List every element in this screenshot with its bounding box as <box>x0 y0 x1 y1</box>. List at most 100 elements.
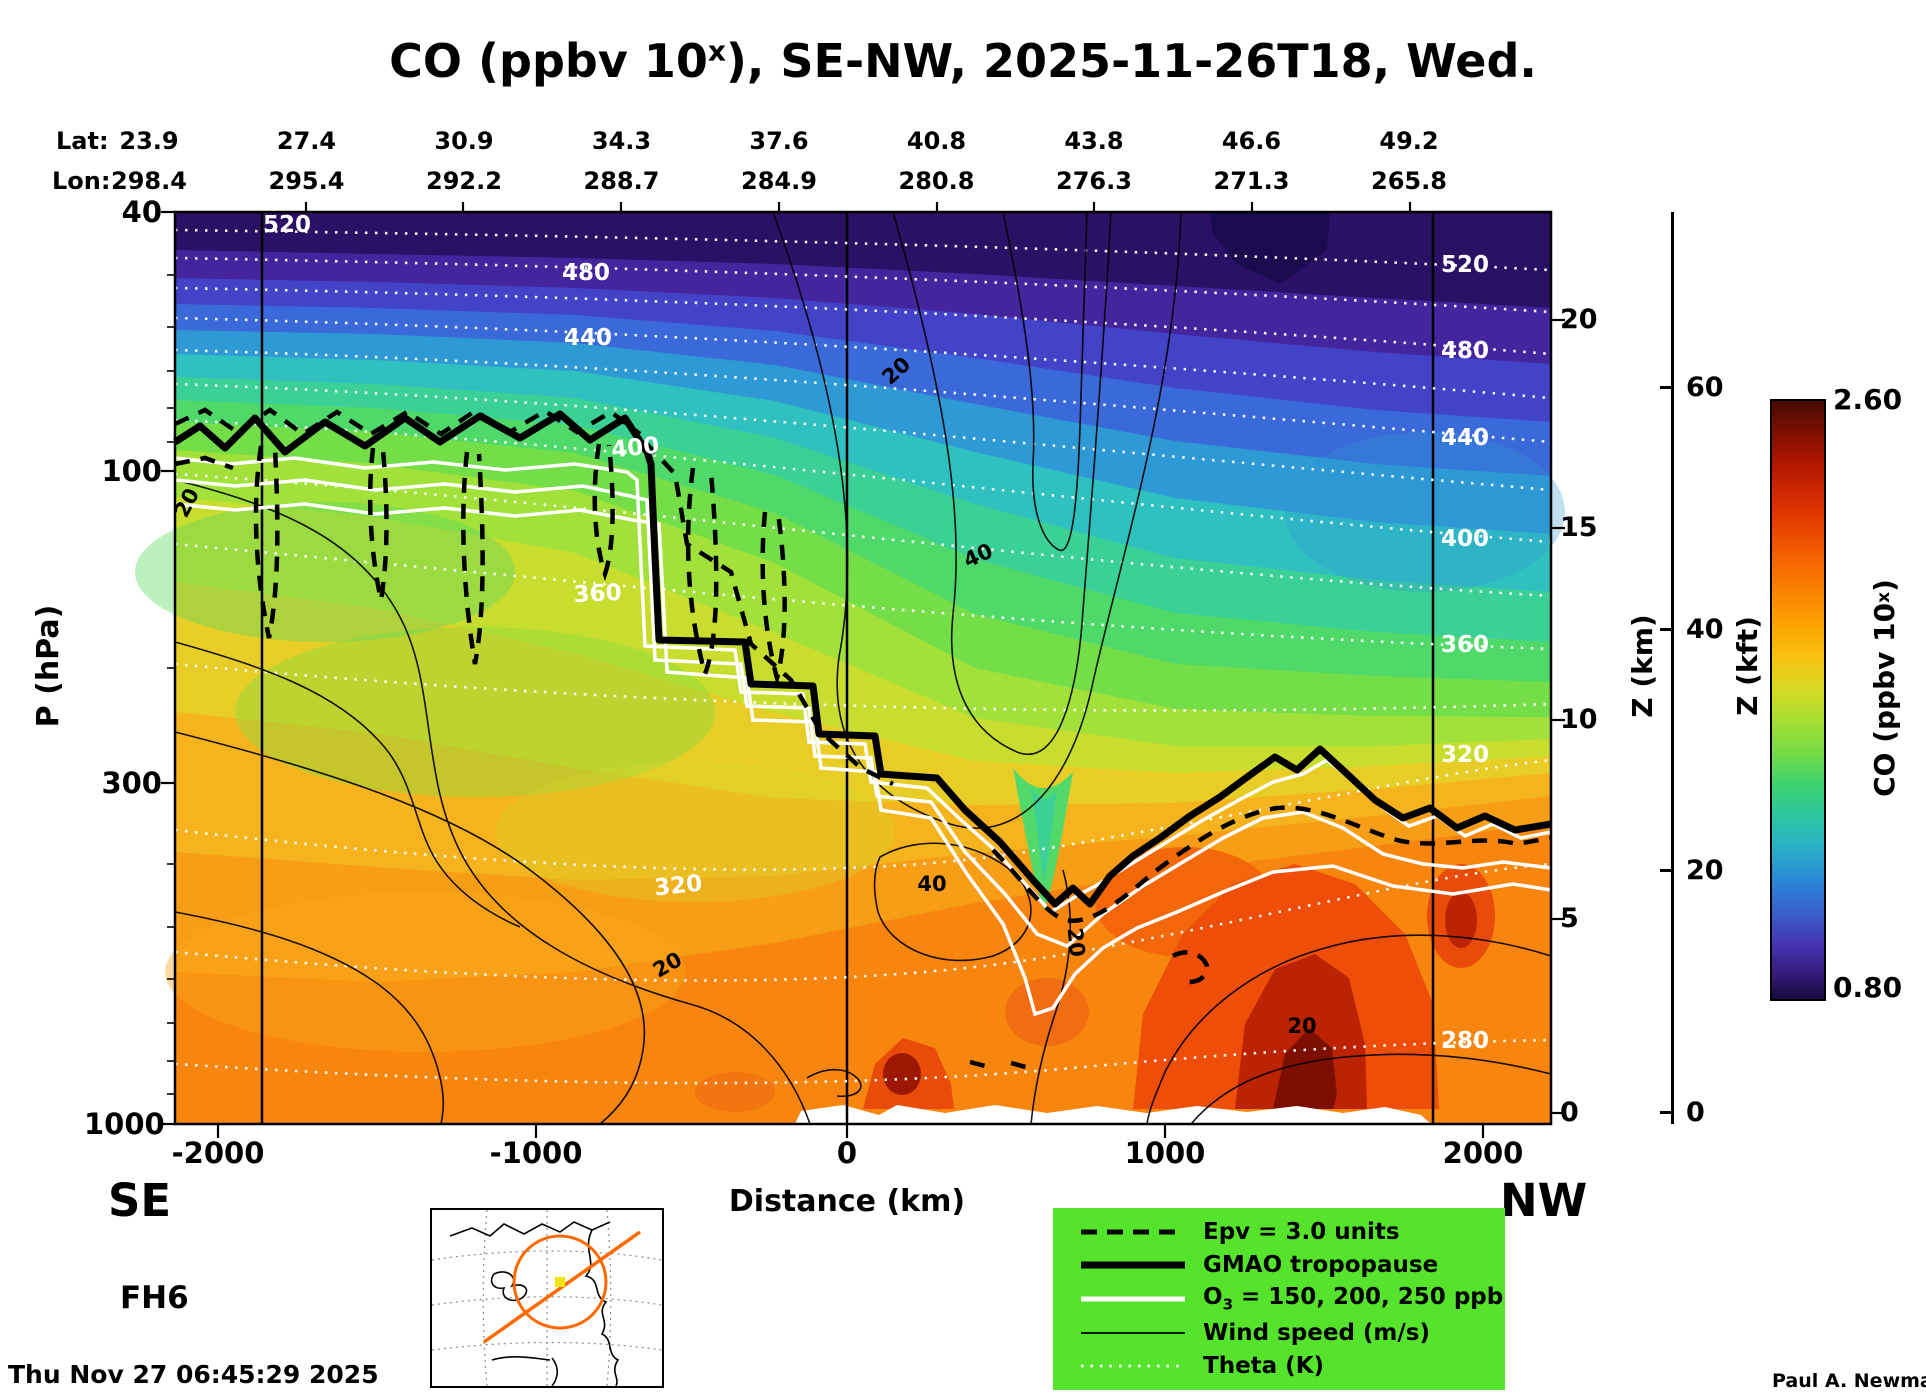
corner-label-nw: NW <box>1500 1174 1588 1227</box>
lat-value: 46.6 <box>1221 127 1282 155</box>
contour-label: 320 <box>653 871 703 902</box>
x-tick: -1000 <box>489 1136 583 1170</box>
contour-label: 400 <box>610 433 660 464</box>
legend-label: GMAO tropopause <box>1203 1251 1439 1278</box>
contour-label: 400 <box>1441 526 1489 552</box>
x-tick: 2000 <box>1442 1136 1524 1170</box>
contour-label: 440 <box>564 325 612 351</box>
lat-value: 40.8 <box>906 127 967 155</box>
pressure-axis-label: P (hPa) <box>30 604 66 728</box>
coastline <box>449 1221 620 1387</box>
x-tick: 0 <box>836 1136 858 1170</box>
zkm-axis-label: Z (km) <box>1625 614 1659 718</box>
contour-label: 520 <box>263 212 311 238</box>
axes-frame-and-ticks <box>161 202 1565 1138</box>
lat-value: 49.2 <box>1379 127 1439 155</box>
lon-values-row: 298.4 295.4 292.2 288.7 284.9 280.8 276.… <box>103 167 1455 195</box>
zkft-tickmark <box>1660 628 1672 631</box>
cross-section-plot: 520 480 440 400 360 320 520 480 440 400 … <box>135 202 1565 1138</box>
lon-value: 298.4 <box>111 167 187 195</box>
page-title: CO (ppbv 10x), SE-NW, 2025-11-26T18, Wed… <box>0 34 1926 88</box>
dotted-line-icon <box>1081 1364 1185 1368</box>
thick-line-icon <box>1081 1261 1185 1269</box>
colorbar-label-superscript: x <box>1874 591 1894 603</box>
zkm-tick: 20 <box>1560 304 1598 335</box>
lon-value: 276.3 <box>1056 167 1132 195</box>
legend-label: O3 = 150, 200, 250 ppb <box>1203 1284 1503 1314</box>
legend-item-ozone: O3 = 150, 200, 250 ppb <box>1079 1284 1505 1314</box>
legend: Epv = 3.0 units GMAO tropopause O3 = 150… <box>1053 1208 1505 1390</box>
surface-white-gap <box>795 1105 1431 1124</box>
co-cross-section-canvas: 520 480 440 400 360 320 520 480 440 400 … <box>135 202 1565 1138</box>
dashed-line-icon <box>1081 1229 1185 1235</box>
contour-label: 320 <box>1441 742 1489 768</box>
zkft-tick: 60 <box>1686 372 1724 403</box>
graticule-lines <box>431 1209 663 1387</box>
vertical-marker-lines <box>260 212 1435 1124</box>
lon-value: 265.8 <box>1371 167 1447 195</box>
contour-label: 480 <box>1441 338 1489 364</box>
p-tick: 1000 <box>84 1107 165 1141</box>
lat-value: 43.8 <box>1064 127 1124 155</box>
zkft-tickmark <box>1660 869 1672 872</box>
zkm-tick: 5 <box>1560 903 1579 934</box>
lat-values-row: 23.9 27.4 30.9 34.3 37.6 40.8 43.8 46.6 … <box>103 127 1455 155</box>
zkm-tick: 15 <box>1560 512 1598 543</box>
zkft-axis-label: Z (kft) <box>1730 616 1764 716</box>
p-tick: 100 <box>101 454 162 488</box>
colorbar <box>1770 399 1826 1001</box>
zkft-tick: 0 <box>1686 1097 1705 1128</box>
zkft-tick: 20 <box>1686 855 1724 886</box>
contour-label: 360 <box>573 580 622 608</box>
tropopause-line <box>173 410 1552 908</box>
colorbar-label-text: CO (ppbv 10 <box>1867 602 1901 797</box>
legend-label-suffix: = 150, 200, 250 ppb <box>1233 1284 1504 1311</box>
lat-value: 34.3 <box>591 127 652 155</box>
contour-label: 440 <box>1441 425 1489 451</box>
legend-item-theta: Theta (K) <box>1079 1353 1505 1379</box>
zkm-tick: 0 <box>1560 1097 1579 1128</box>
p-tick: 40 <box>121 195 162 229</box>
forecast-hour-label: FH6 <box>120 1280 189 1316</box>
thin-line-icon <box>1081 1332 1185 1335</box>
title-superscript: x <box>707 34 726 68</box>
lat-value: 23.9 <box>119 127 179 155</box>
lat-caption: Lat: <box>56 127 109 155</box>
map-center-marker <box>555 1277 565 1287</box>
zkft-tickmark <box>1660 1111 1672 1114</box>
zkft-tickmark <box>1660 386 1672 389</box>
lat-value: 37.6 <box>749 127 809 155</box>
legend-label: Epv = 3.0 units <box>1203 1219 1400 1246</box>
x-tick: -2000 <box>171 1136 265 1170</box>
zkft-axis-line <box>1671 212 1674 1124</box>
legend-label: Wind speed (m/s) <box>1203 1320 1431 1347</box>
lon-value: 280.8 <box>898 167 975 195</box>
contour-label: 520 <box>1441 252 1489 278</box>
wind-speed-contours <box>174 211 1552 1125</box>
contour-label: 20 <box>1287 1014 1316 1038</box>
lon-value: 292.2 <box>426 167 502 195</box>
lon-value: 271.3 <box>1213 167 1290 195</box>
zkm-tick: 10 <box>1560 704 1598 735</box>
legend-item-tropopause: GMAO tropopause <box>1079 1252 1505 1278</box>
legend-label-text: O <box>1203 1284 1223 1311</box>
legend-item-wind: Wind speed (m/s) <box>1079 1320 1505 1346</box>
corner-label-se: SE <box>108 1174 172 1227</box>
contour-label: 280 <box>1441 1028 1489 1054</box>
co-fill-field <box>135 212 1565 1124</box>
legend-item-epv: Epv = 3.0 units <box>1079 1219 1505 1245</box>
p-tick: 300 <box>101 766 162 800</box>
generation-timestamp: Thu Nov 27 06:45:29 2025 <box>8 1360 379 1389</box>
zkft-tick: 40 <box>1686 614 1724 645</box>
lat-value: 27.4 <box>276 127 337 155</box>
inset-map <box>430 1208 664 1388</box>
colorbar-label-suffix: ) <box>1867 579 1901 592</box>
lon-value: 295.4 <box>268 167 345 195</box>
x-tick: 1000 <box>1124 1136 1206 1170</box>
legend-label: Theta (K) <box>1203 1352 1325 1379</box>
lon-value: 284.9 <box>741 167 817 195</box>
inset-map-canvas <box>431 1209 663 1387</box>
lon-value: 288.7 <box>583 167 660 195</box>
contour-label: 20 <box>1062 926 1089 958</box>
